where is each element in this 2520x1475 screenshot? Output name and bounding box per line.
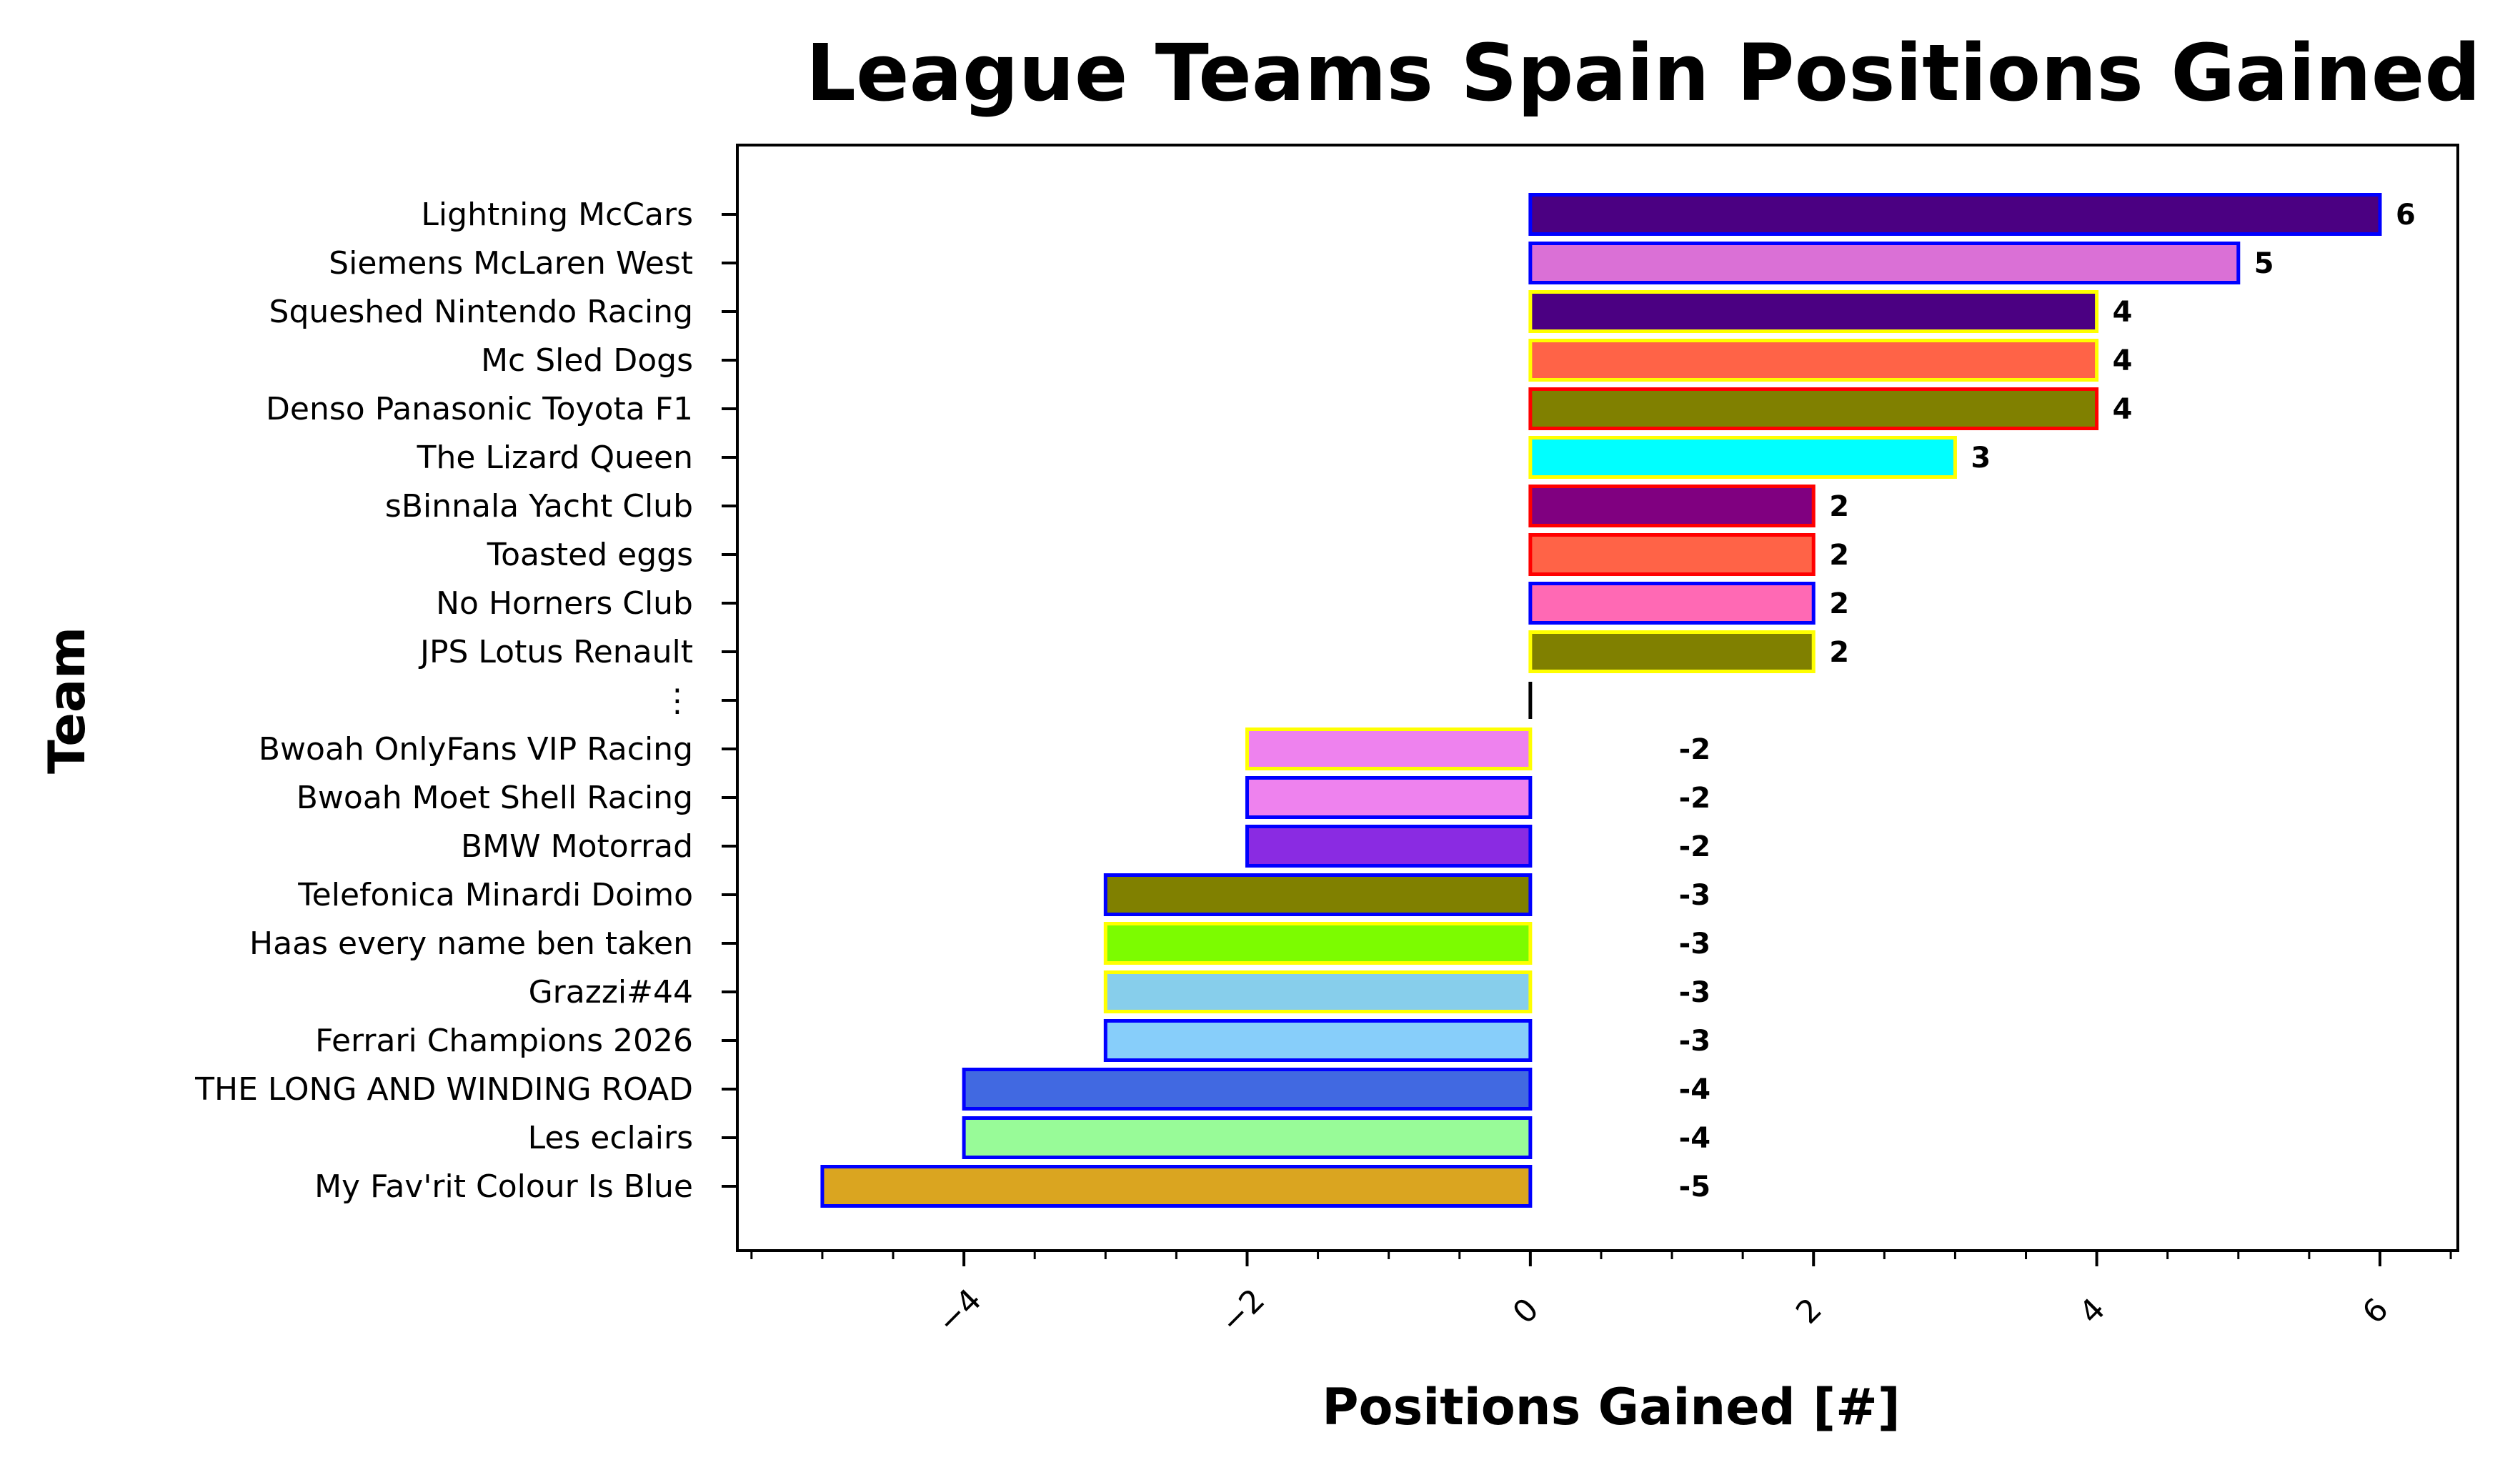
bar: [1245, 776, 1533, 819]
bar: [1528, 387, 2099, 430]
chart-title: League Teams Spain Positions Gained: [806, 27, 2481, 119]
y-tick-label: Lightning McCars: [421, 197, 693, 233]
bars-group: [820, 193, 2382, 1208]
value-label: 2: [1829, 490, 1849, 523]
y-tick-label: Grazzi#44: [529, 974, 693, 1010]
bar: [1528, 630, 1816, 673]
y-tick-label: Les eclairs: [528, 1120, 693, 1156]
value-label: -3: [1679, 928, 1710, 960]
bar: [1528, 193, 2382, 236]
value-label: -2: [1679, 733, 1710, 766]
y-tick-label: Denso Panasonic Toyota F1: [266, 391, 693, 427]
y-tick-label: My Fav'rit Colour Is Blue: [314, 1168, 693, 1205]
value-label: -2: [1679, 830, 1710, 863]
bar: [1103, 970, 1533, 1013]
value-label: -3: [1679, 1025, 1710, 1058]
y-tick-label: Squeshed Nintendo Racing: [269, 294, 693, 330]
bar: [962, 1116, 1533, 1159]
y-tick-label: Haas every name ben taken: [249, 925, 693, 962]
y-tick-label: THE LONG AND WINDING ROAD: [194, 1071, 693, 1108]
y-tick-label: BMW Motorrad: [461, 828, 693, 865]
x-axis-label: Positions Gained [#]: [1322, 1378, 1901, 1436]
bar: [1245, 727, 1533, 770]
y-tick-label: No Horners Club: [436, 585, 693, 622]
value-labels-group: 6 5 4 4 4 3 2 2 2 2 -2 -2 -2 -3 -3 -3 -3 -4 -4 -5: [1679, 199, 2416, 1203]
y-axis: Lightning McCars Siemens McLaren West Sque…: [194, 197, 737, 1205]
bar: [1528, 485, 1816, 527]
value-label: 6: [2396, 199, 2416, 232]
y-tick-label: Telefonica Minardi Doimo: [297, 877, 693, 913]
bar: [1528, 242, 2241, 284]
value-label: 5: [2254, 247, 2274, 280]
value-label: 3: [1971, 442, 1991, 475]
y-tick-label: sBinnala Yacht Club: [385, 488, 693, 525]
value-label: 4: [2113, 296, 2133, 329]
bar: [962, 1068, 1533, 1111]
bar: [1528, 339, 2099, 382]
bar: [1103, 922, 1533, 965]
y-tick-label: Mc Sled Dogs: [481, 342, 693, 379]
bar: [1245, 825, 1533, 868]
value-label: -3: [1679, 879, 1710, 912]
value-label: 4: [2113, 344, 2133, 377]
value-label: 2: [1829, 587, 1849, 620]
value-label: -5: [1679, 1171, 1710, 1203]
bar: [1103, 1019, 1533, 1062]
y-tick-label: Siemens McLaren West: [329, 245, 693, 282]
value-label: 2: [1829, 636, 1849, 669]
value-label: -4: [1679, 1073, 1710, 1106]
value-label: 2: [1829, 539, 1849, 572]
y-axis-label: Team: [38, 627, 96, 774]
bar: [1528, 533, 1816, 576]
y-tick-label: The Lizard Queen: [417, 439, 693, 476]
bar: [1103, 873, 1533, 916]
y-tick-label: Toasted eggs: [487, 537, 693, 573]
bar: [820, 1165, 1533, 1208]
y-tick-label: Ferrari Champions 2026: [315, 1023, 693, 1059]
value-label: -2: [1679, 782, 1710, 815]
y-tick-label: Bwoah Moet Shell Racing: [297, 780, 693, 816]
plot-frame: [736, 144, 2459, 1252]
value-label: -4: [1679, 1122, 1710, 1155]
bar: [1528, 436, 1957, 479]
value-label: 4: [2113, 393, 2133, 426]
y-tick-label: JPS Lotus Renault: [418, 634, 693, 670]
y-tick-label: ⋮: [662, 682, 693, 719]
bar: [1528, 582, 1816, 625]
value-label: -3: [1679, 976, 1710, 1009]
bar: [1528, 290, 2099, 333]
y-tick-label: Bwoah OnlyFans VIP Racing: [259, 731, 693, 768]
